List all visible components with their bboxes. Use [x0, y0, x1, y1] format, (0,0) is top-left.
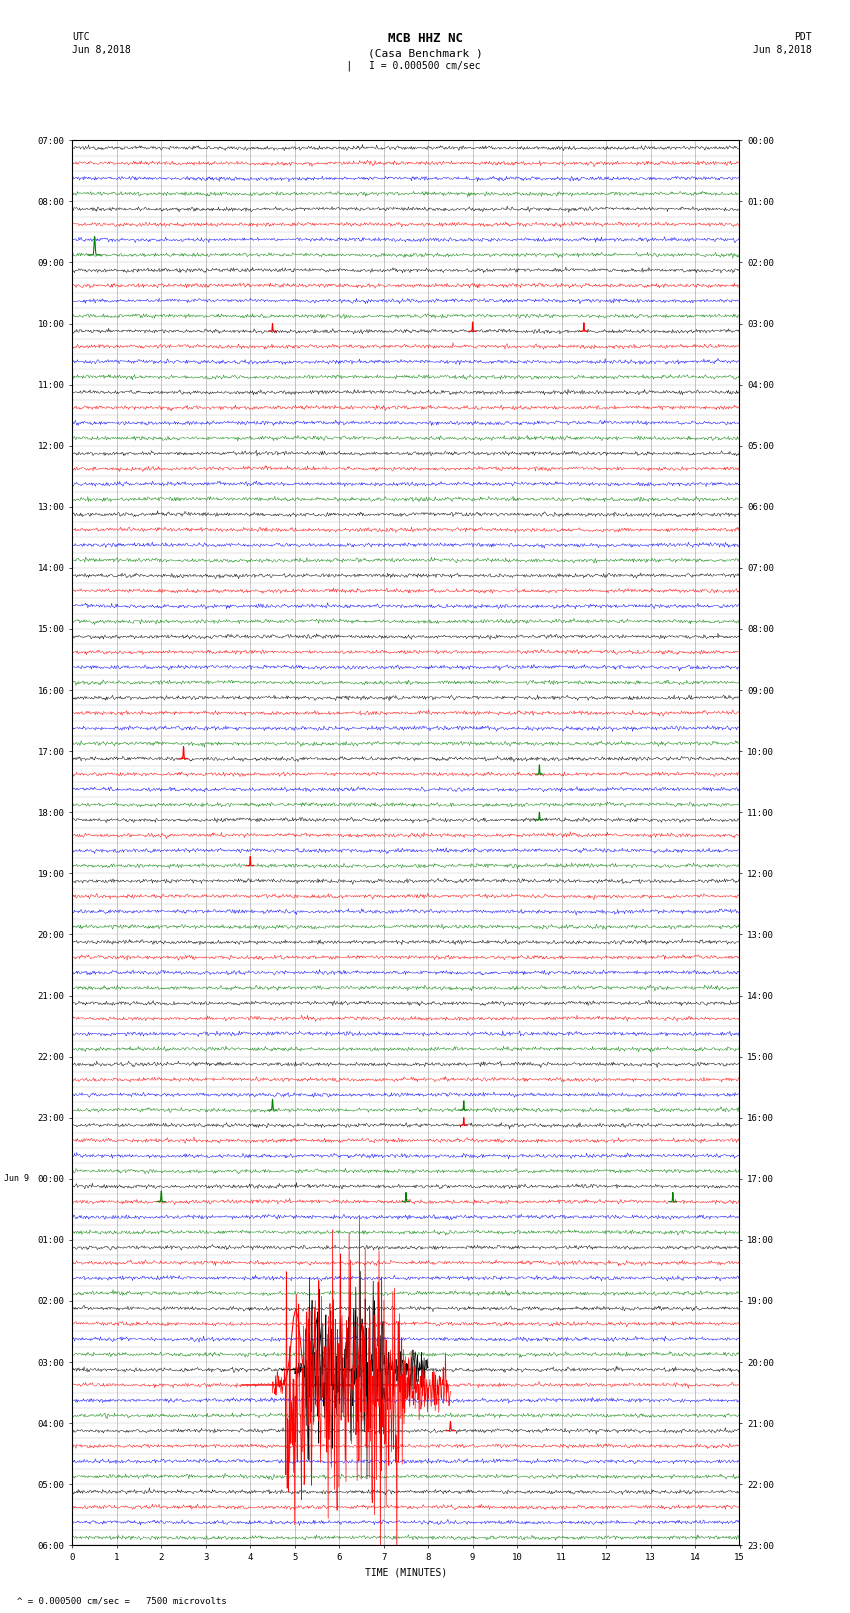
Text: I = 0.000500 cm/sec: I = 0.000500 cm/sec: [369, 61, 481, 71]
Text: Jun 8,2018: Jun 8,2018: [753, 45, 812, 55]
Text: UTC: UTC: [72, 32, 90, 42]
Text: (Casa Benchmark ): (Casa Benchmark ): [367, 48, 483, 58]
Text: Jun 9: Jun 9: [4, 1174, 29, 1184]
Text: |: |: [345, 60, 352, 71]
Text: Jun 8,2018: Jun 8,2018: [72, 45, 131, 55]
X-axis label: TIME (MINUTES): TIME (MINUTES): [365, 1568, 447, 1578]
Text: ^ = 0.000500 cm/sec =   7500 microvolts: ^ = 0.000500 cm/sec = 7500 microvolts: [17, 1597, 227, 1605]
Text: MCB HHZ NC: MCB HHZ NC: [388, 32, 462, 45]
Text: PDT: PDT: [794, 32, 812, 42]
